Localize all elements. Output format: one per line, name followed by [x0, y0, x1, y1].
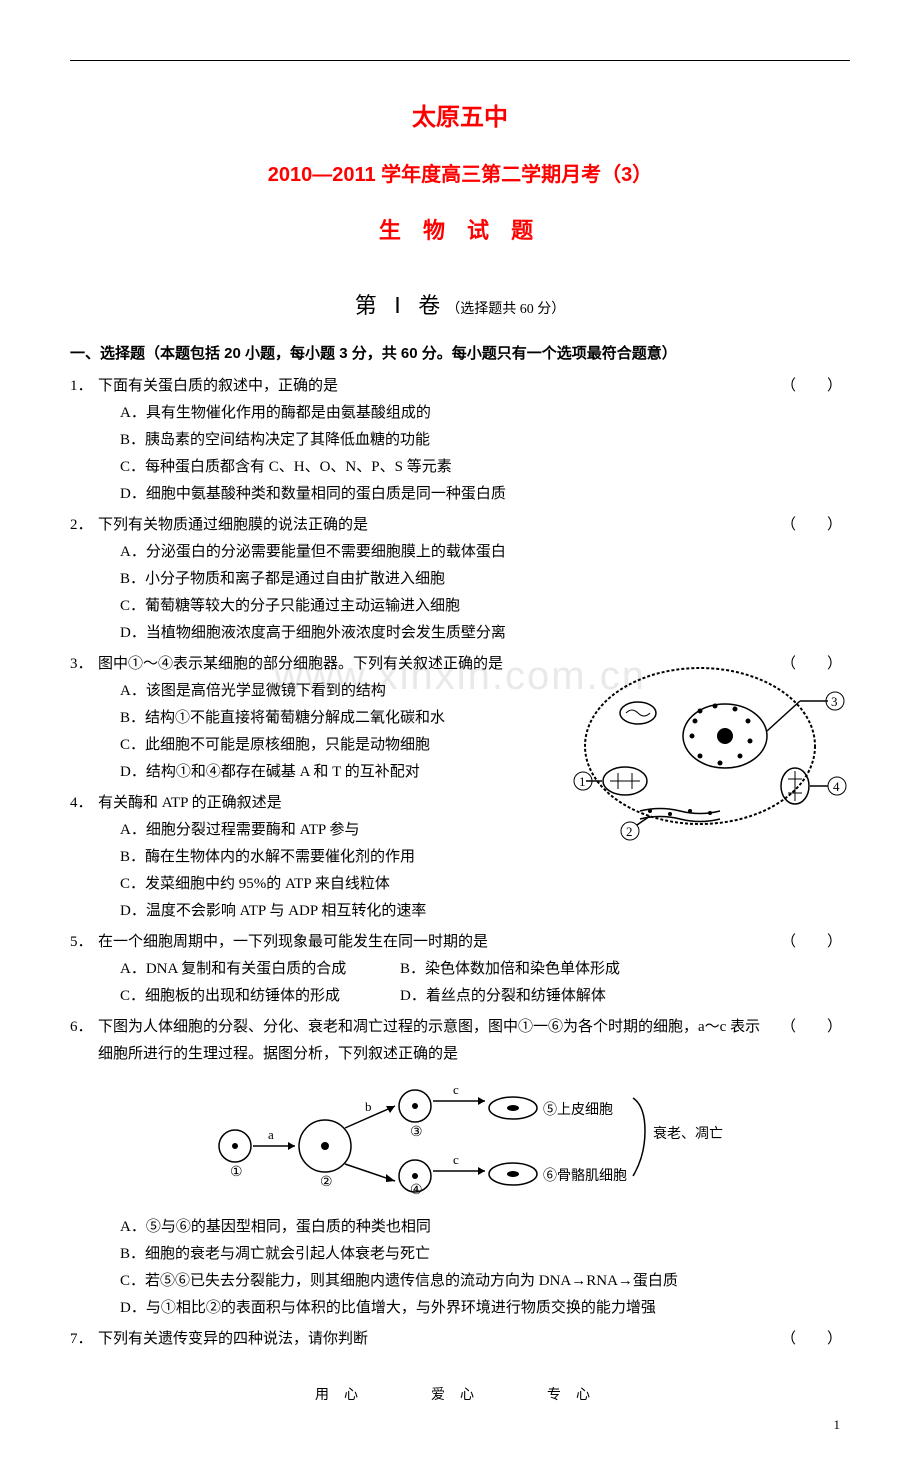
- option-b: B．细胞的衰老与凋亡就会引起人体衰老与死亡: [120, 1241, 850, 1268]
- svg-text:②: ②: [320, 1175, 333, 1190]
- section-note: （选择题共 60 分）: [446, 302, 565, 317]
- header-rule: [70, 60, 850, 61]
- exam-title: 2010—2011 学年度高三第二学期月考（3）: [70, 157, 850, 193]
- instruction: 一、选择题（本题包括 20 小题，每小题 3 分，共 60 分。每小题只有一个选…: [70, 340, 850, 367]
- svg-text:b: b: [365, 1099, 372, 1114]
- svg-text:c: c: [453, 1082, 459, 1097]
- q-num: 4．: [70, 790, 98, 817]
- q-paren: （ ）: [761, 1014, 850, 1041]
- option-b: B．染色体数加倍和染色单体形成: [400, 956, 680, 983]
- section-label: 第 Ⅰ 卷: [355, 293, 447, 318]
- q-text: 有关酶和 ATP 的正确叙述是: [98, 790, 850, 817]
- q-text: 下列有关物质通过细胞膜的说法正确的是: [98, 512, 761, 539]
- option-a: A．细胞分裂过程需要酶和 ATP 参与: [120, 817, 560, 844]
- q-text: 下列有关遗传变异的四种说法，请你判断: [98, 1326, 761, 1353]
- option-a: A．该图是高倍光学显微镜下看到的结构: [120, 678, 560, 705]
- question-6: 6． 下图为人体细胞的分裂、分化、衰老和凋亡过程的示意图，图中①一⑥为各个时期的…: [70, 1014, 850, 1322]
- q-num: 5．: [70, 929, 98, 956]
- q6-diagram: ① a ② b ③ ④ c: [70, 1076, 850, 1206]
- option-a: A．具有生物催化作用的酶都是由氨基酸组成的: [120, 400, 850, 427]
- option-b: B．小分子物质和离子都是通过自由扩散进入细胞: [120, 566, 850, 593]
- option-b: B．结构①不能直接将葡萄糖分解成二氧化碳和水: [120, 705, 560, 732]
- q-paren: （ ）: [761, 373, 850, 400]
- svg-text:③: ③: [410, 1125, 423, 1140]
- option-b: B．胰岛素的空间结构决定了其降低血糖的功能: [120, 427, 850, 454]
- option-d: D．细胞中氨基酸种类和数量相同的蛋白质是同一种蛋白质: [120, 481, 850, 508]
- option-a: A．⑤与⑥的基因型相同，蛋白质的种类也相同: [120, 1214, 850, 1241]
- svg-text:①: ①: [230, 1165, 243, 1180]
- q-num: 1．: [70, 373, 98, 400]
- question-5: 5． 在一个细胞周期中，一下列现象最可能发生在同一时期的是 （ ） A．DNA …: [70, 929, 850, 1010]
- option-d: D．与①相比②的表面积与体积的比值增大，与外界环境进行物质交换的能力增强: [120, 1295, 850, 1322]
- svg-text:衰老、凋亡: 衰老、凋亡: [653, 1125, 723, 1142]
- svg-text:a: a: [268, 1127, 274, 1142]
- q-num: 6．: [70, 1014, 98, 1041]
- option-c: C．发菜细胞中约 95%的 ATP 来自线粒体: [120, 871, 560, 898]
- option-a: A．DNA 复制和有关蛋白质的合成: [120, 956, 400, 983]
- question-3: 3． 图中①～④表示某细胞的部分细胞器。下列有关叙述正确的是 （ ） A．该图是…: [70, 651, 850, 786]
- question-2: 2． 下列有关物质通过细胞膜的说法正确的是 （ ） A．分泌蛋白的分泌需要能量但…: [70, 512, 850, 647]
- page-number: 1: [70, 1413, 850, 1436]
- svg-text:④: ④: [410, 1183, 423, 1196]
- question-7: 7． 下列有关遗传变异的四种说法，请你判断 （ ）: [70, 1326, 850, 1353]
- q-text: 下图为人体细胞的分裂、分化、衰老和凋亡过程的示意图，图中①一⑥为各个时期的细胞，…: [98, 1014, 761, 1068]
- svg-text:⑤上皮细胞: ⑤上皮细胞: [543, 1102, 613, 1118]
- option-c: C．每种蛋白质都含有 C、H、O、N、P、S 等元素: [120, 454, 850, 481]
- option-c: C．细胞板的出现和纺锤体的形成: [120, 983, 400, 1010]
- q-text: 下面有关蛋白质的叙述中，正确的是: [98, 373, 761, 400]
- option-d: D．温度不会影响 ATP 与 ADP 相互转化的速率: [120, 898, 560, 925]
- q-text: 在一个细胞周期中，一下列现象最可能发生在同一时期的是: [98, 929, 761, 956]
- q-text: 图中①～④表示某细胞的部分细胞器。下列有关叙述正确的是: [98, 651, 761, 678]
- question-1: 1． 下面有关蛋白质的叙述中，正确的是 （ ） A．具有生物催化作用的酶都是由氨…: [70, 373, 850, 508]
- footer: 用心 爱心 专心: [70, 1383, 850, 1408]
- option-d: D．着丝点的分裂和纺锤体解体: [400, 983, 680, 1010]
- question-4: 4． 有关酶和 ATP 的正确叙述是 A．细胞分裂过程需要酶和 ATP 参与 B…: [70, 790, 850, 925]
- option-c: C．此细胞不可能是原核细胞，只能是动物细胞: [120, 732, 560, 759]
- subject-title: 生 物 试 题: [70, 211, 850, 251]
- q-num: 3．: [70, 651, 98, 678]
- svg-text:c: c: [453, 1152, 459, 1167]
- option-a: A．分泌蛋白的分泌需要能量但不需要细胞膜上的载体蛋白: [120, 539, 850, 566]
- q-paren: （ ）: [761, 1326, 850, 1353]
- q-paren: （ ）: [761, 651, 850, 678]
- q-num: 7．: [70, 1326, 98, 1353]
- q3-wrapper: 1 2 3 4 3． 图中①～④表示某细胞的部分细胞器。下列有关叙述正确的是 （…: [70, 651, 850, 925]
- option-d: D．结构①和④都存在碱基 A 和 T 的互补配对: [120, 759, 560, 786]
- option-c: C．葡萄糖等较大的分子只能通过主动运输进入细胞: [120, 593, 850, 620]
- option-c: C．若⑤⑥已失去分裂能力，则其细胞内遗传信息的流动方向为 DNA→RNA→蛋白质: [120, 1268, 850, 1295]
- svg-text:⑥骨骼肌细胞: ⑥骨骼肌细胞: [543, 1168, 627, 1184]
- option-b: B．酶在生物体内的水解不需要催化剂的作用: [120, 844, 560, 871]
- option-d: D．当植物细胞液浓度高于细胞外液浓度时会发生质壁分离: [120, 620, 850, 647]
- q-num: 2．: [70, 512, 98, 539]
- q-paren: （ ）: [761, 512, 850, 539]
- school-title: 太原五中: [70, 96, 850, 139]
- q-paren: （ ）: [761, 929, 850, 956]
- section-header: 第 Ⅰ 卷（选择题共 60 分）: [70, 286, 850, 326]
